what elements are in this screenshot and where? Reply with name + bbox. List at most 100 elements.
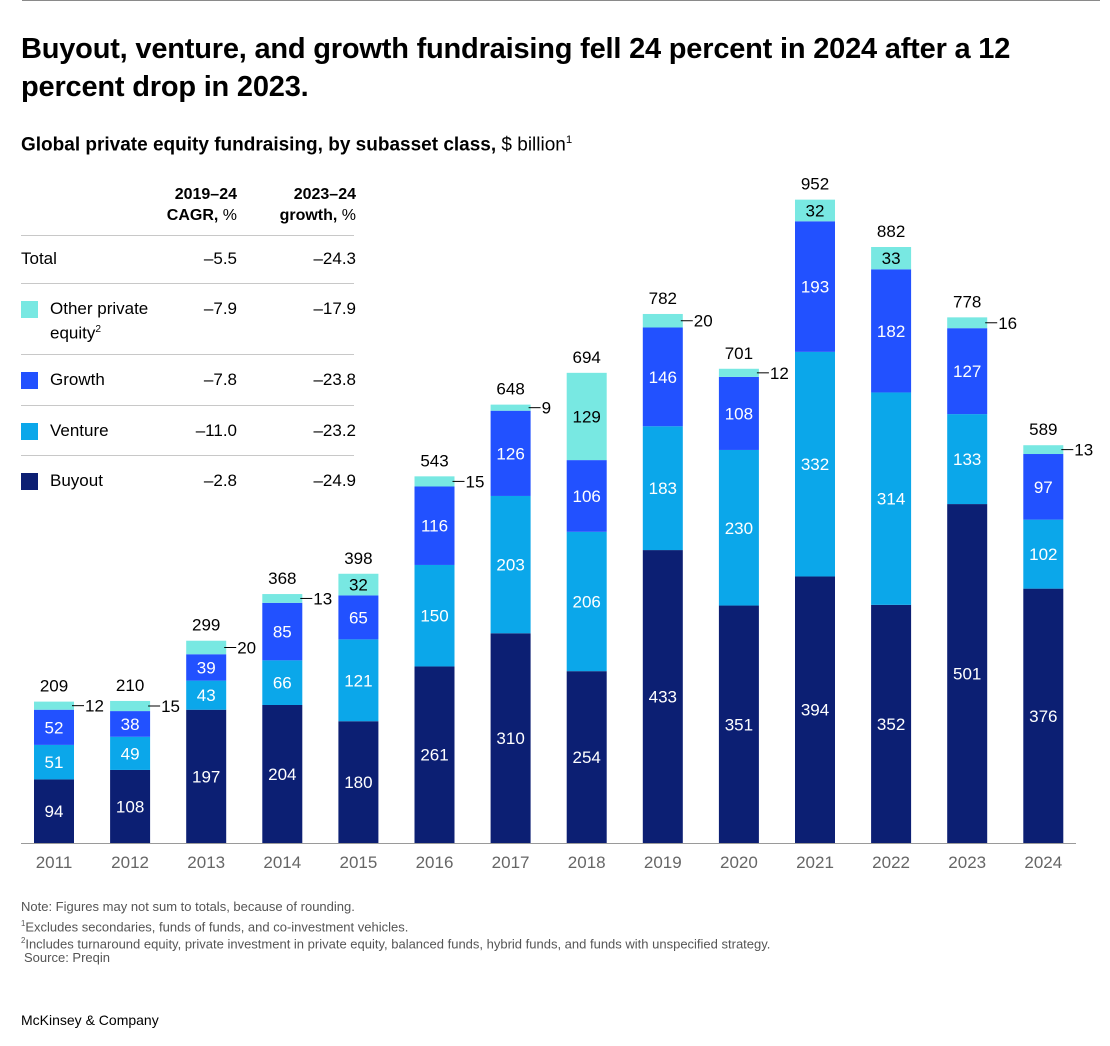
legend-row-other-growth: –17.9 — [313, 299, 356, 318]
data-label: 32 — [806, 201, 825, 220]
bar-segment-other-private-equity — [566, 372, 607, 461]
legend-row-growth-label: Growth — [50, 370, 105, 389]
x-tick-label: 2023 — [948, 853, 986, 872]
footnote-note: Note: Figures may not sum to totals, bec… — [21, 899, 355, 914]
legend-row-other-text: Other private equity — [50, 299, 149, 343]
data-label: 183 — [649, 479, 677, 498]
legend-row-other-footnote-mark: 2 — [95, 324, 102, 335]
legend-header-cagr: 2019–24 CAGR, % — [131, 184, 237, 226]
legend-divider — [21, 405, 354, 406]
data-label: 94 — [45, 802, 64, 821]
legend-divider — [21, 235, 354, 236]
legend-swatch-venture — [21, 423, 38, 440]
data-label: 376 — [1029, 707, 1057, 726]
bar-segment-venture — [186, 680, 227, 710]
total-label: 694 — [573, 348, 601, 367]
legend-row-venture-label: Venture — [50, 421, 109, 440]
bar-segment-growth — [871, 269, 912, 393]
legend-divider — [21, 455, 354, 456]
data-label: 15 — [161, 697, 180, 716]
subtitle-footnote-mark: 1 — [565, 134, 573, 146]
bar-segment-growth — [947, 328, 988, 415]
headline: Buyout, venture, and growth fundraising … — [21, 33, 1011, 103]
footnote-1-mark: 1 — [21, 919, 26, 928]
total-label: 368 — [268, 569, 296, 588]
bar-segment-other-private-equity — [642, 313, 683, 328]
total-label: 589 — [1029, 420, 1057, 439]
data-label: 15 — [466, 472, 485, 491]
data-label: 66 — [273, 674, 292, 693]
legend-row-total-cagr: –5.5 — [203, 249, 237, 268]
legend-row-other-cagr: –7.9 — [203, 299, 237, 318]
data-label: 108 — [725, 404, 753, 423]
bar-segment-growth — [34, 709, 74, 745]
data-label: 193 — [801, 278, 829, 297]
total-label: 952 — [801, 175, 829, 194]
legend-header-cagr-unit: % — [218, 207, 237, 224]
subtitle-unit: $ billion — [496, 134, 566, 156]
legend-header-growth-line2: growth, — [279, 207, 338, 224]
bar-segment-buyout — [947, 504, 988, 843]
data-label: 230 — [725, 519, 753, 538]
bar-segment-buyout — [642, 550, 683, 843]
data-label: 150 — [420, 607, 448, 626]
bar-segment-other-private-equity — [1023, 445, 1064, 455]
data-label: 133 — [953, 450, 981, 469]
legend-header-growth-unit: % — [337, 207, 356, 224]
legend-header-growth: 2023–24 growth, % — [247, 184, 356, 226]
bar-segment-venture — [414, 564, 455, 667]
data-label: 9 — [542, 399, 551, 418]
data-label: 206 — [573, 592, 601, 611]
legend-row-growth-growth: –23.8 — [313, 370, 356, 389]
data-label: 20 — [237, 638, 256, 657]
legend-header-cagr-line1: 2019–24 — [174, 186, 237, 203]
legend-swatch-other — [21, 301, 38, 318]
legend-row-buyout-label: Buyout — [50, 471, 103, 490]
data-label: 146 — [649, 368, 677, 387]
bar-segment-venture — [947, 414, 988, 505]
data-label: 254 — [573, 748, 601, 767]
data-label: 38 — [121, 715, 140, 734]
total-label: 778 — [953, 292, 981, 311]
footnote-source: Source: Preqin — [24, 950, 110, 965]
bar-segment-growth — [1023, 454, 1064, 520]
x-tick-label: 2022 — [872, 853, 910, 872]
bar-segment-growth — [186, 654, 227, 681]
bar-segment-other-private-equity — [186, 640, 227, 655]
data-label: 180 — [344, 773, 372, 792]
bar-segment-other-private-equity — [262, 594, 303, 603]
footnote-1: 1Excludes secondaries, funds of funds, a… — [21, 916, 408, 935]
bar-segment-other-private-equity — [718, 368, 759, 377]
data-label: 182 — [877, 322, 905, 341]
data-label: 204 — [268, 765, 296, 784]
bar-segment-other-private-equity — [947, 317, 988, 329]
bar-segment-venture — [566, 531, 607, 672]
data-label: 121 — [344, 671, 372, 690]
legend-row-total-label: Total — [21, 249, 57, 268]
data-label: 203 — [496, 556, 524, 575]
legend-row-total-growth: –24.3 — [313, 249, 356, 268]
bar-segment-venture — [262, 660, 303, 705]
data-label: 52 — [45, 718, 64, 737]
total-label: 398 — [344, 549, 372, 568]
x-tick-label: 2019 — [644, 853, 682, 872]
data-label: 20 — [694, 312, 713, 331]
data-label: 116 — [421, 517, 448, 536]
bar-segment-growth — [262, 602, 303, 661]
bar-segment-buyout — [566, 671, 607, 843]
bar-segment-venture — [110, 736, 151, 770]
data-label: 106 — [573, 487, 601, 506]
data-label: 501 — [953, 665, 981, 684]
bar-segment-growth — [795, 221, 835, 352]
bar-segment-growth — [642, 327, 683, 427]
legend-row-growth-cagr: –7.8 — [203, 370, 237, 389]
data-label: 108 — [116, 797, 144, 816]
data-label: 49 — [121, 744, 140, 763]
total-label: 648 — [496, 380, 524, 399]
total-label: 701 — [725, 344, 753, 363]
footnote-2-text: Includes turnaround equity, private inve… — [25, 936, 771, 952]
data-label: 12 — [770, 364, 789, 383]
bar-segment-buyout — [186, 709, 227, 843]
bar-segment-buyout — [490, 633, 531, 843]
bar-segment-other-private-equity — [110, 700, 151, 712]
